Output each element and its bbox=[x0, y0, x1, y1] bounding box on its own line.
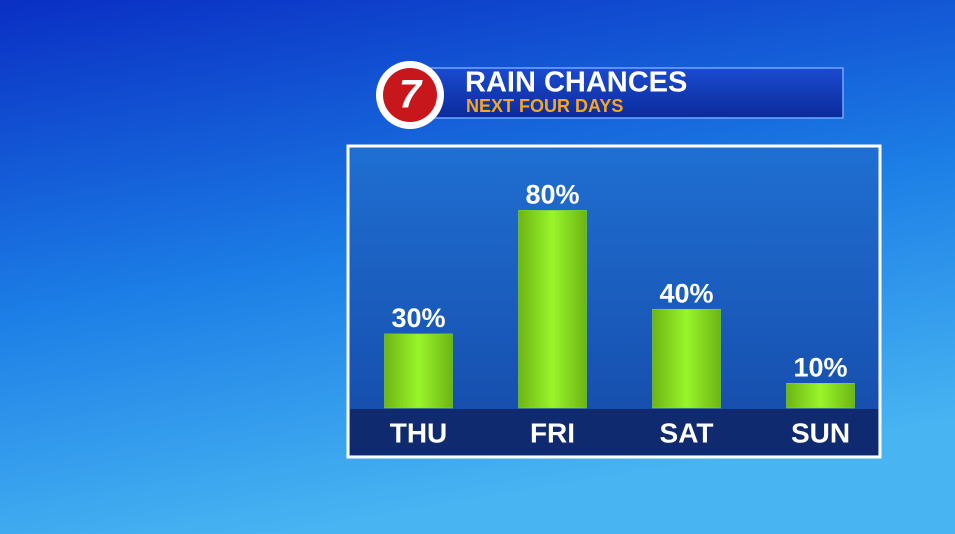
x-tick-label: SAT bbox=[660, 417, 714, 448]
header-banner bbox=[429, 67, 844, 119]
bar bbox=[384, 333, 453, 409]
value-label: 10% bbox=[793, 352, 847, 382]
logo-text: 7 bbox=[399, 73, 423, 117]
value-label: 80% bbox=[525, 180, 579, 210]
value-label: 30% bbox=[391, 303, 445, 333]
x-tick-label: SUN bbox=[791, 417, 850, 448]
bar bbox=[786, 383, 855, 409]
bar bbox=[518, 210, 587, 409]
chart-title: RAIN CHANCES bbox=[465, 67, 687, 99]
logo-disc bbox=[383, 68, 437, 122]
x-tick-label: FRI bbox=[530, 417, 575, 448]
chart-subtitle: NEXT FOUR DAYS bbox=[466, 96, 623, 116]
x-tick-label: THU bbox=[390, 417, 448, 448]
category-band bbox=[350, 409, 878, 455]
value-label: 40% bbox=[659, 278, 713, 308]
bar bbox=[652, 308, 721, 409]
